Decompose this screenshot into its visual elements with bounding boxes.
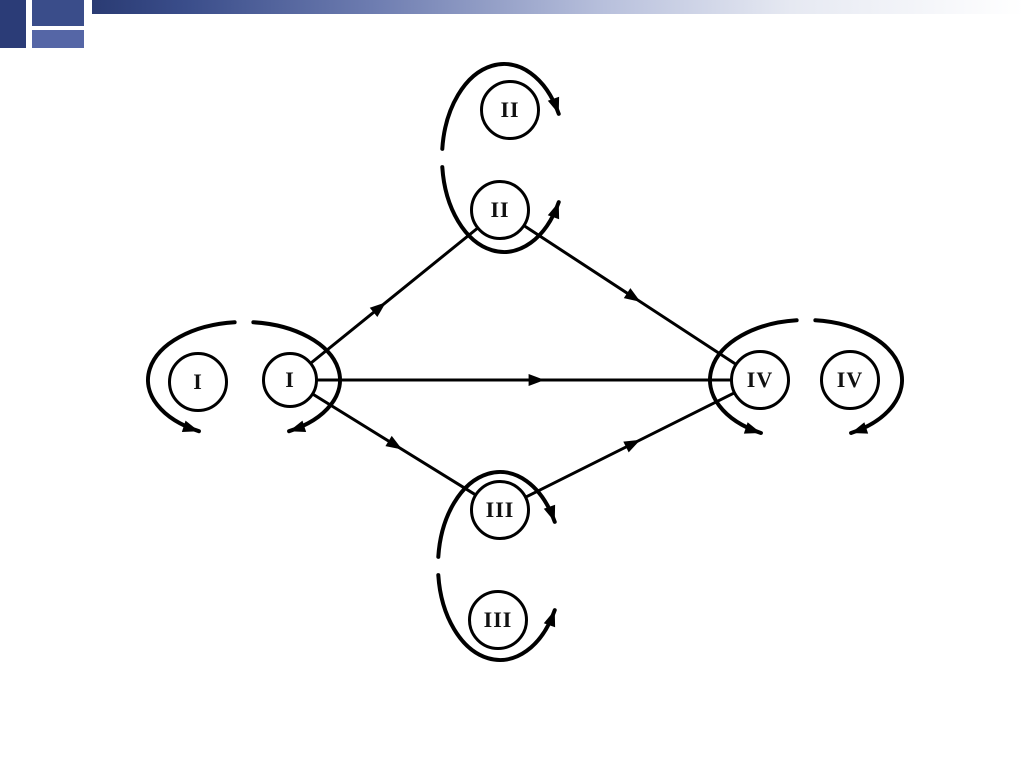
- loop-arrowhead: [182, 421, 199, 432]
- node-label: III: [486, 497, 515, 523]
- node-II_main: II: [470, 180, 530, 240]
- loop-arrowhead: [544, 610, 555, 627]
- node-label: IV: [837, 367, 863, 393]
- node-IV_main: IV: [730, 350, 790, 410]
- node-I_outer: I: [168, 352, 228, 412]
- node-label: I: [193, 369, 203, 395]
- edge-I_main-II_main: [312, 229, 477, 363]
- node-IV_outer: IV: [820, 350, 880, 410]
- node-III_outer: III: [468, 590, 528, 650]
- node-label: II: [490, 197, 509, 223]
- node-label: III: [484, 607, 513, 633]
- arrowhead: [624, 288, 641, 302]
- loop-arrowhead: [548, 202, 559, 219]
- node-I_main: I: [262, 352, 318, 408]
- arrowhead: [623, 440, 640, 453]
- node-label: IV: [747, 367, 773, 393]
- loop-arrowhead: [744, 422, 761, 433]
- loop-arrowhead: [289, 421, 306, 432]
- arrowhead: [529, 374, 545, 386]
- loop-arrowhead: [851, 422, 868, 433]
- loop-arrowhead: [544, 505, 555, 522]
- loop-arrowhead: [548, 97, 559, 114]
- node-II_outer: II: [480, 80, 540, 140]
- node-label: I: [285, 367, 295, 393]
- arrowhead: [385, 436, 402, 450]
- node-label: II: [500, 97, 519, 123]
- network-diagram: IIIIIIIIIIIIIVIV: [0, 0, 1024, 767]
- node-III_main: III: [470, 480, 530, 540]
